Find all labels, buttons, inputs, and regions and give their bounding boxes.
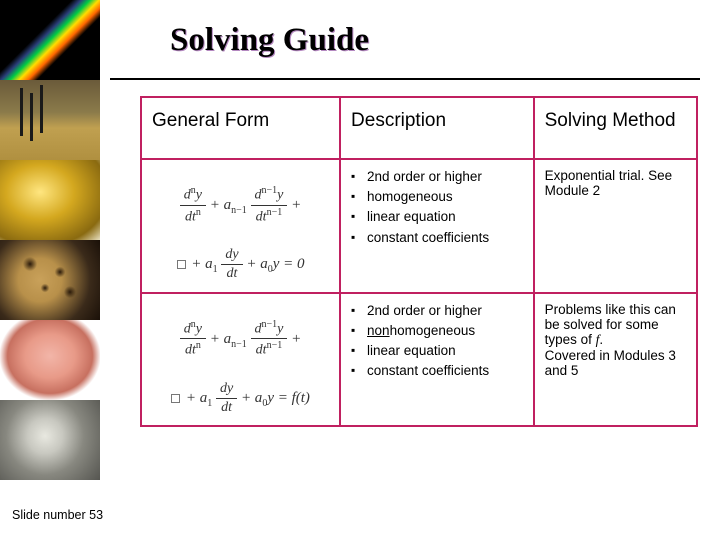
- table-header-row: General Form Description Solving Method: [141, 97, 697, 159]
- thermo-diagram-image: [0, 0, 100, 80]
- desc-item: constant coefficients: [351, 362, 523, 380]
- formula-2: dnydtn + an−1 dn−1ydtn−1 + + a1 dydt + a…: [152, 302, 329, 418]
- organ-image: [0, 320, 100, 400]
- table-row: dnydtn + an−1 dn−1ydtn−1 + + a1 dydt + a…: [141, 159, 697, 293]
- method-cell-1: Exponential trial. See Module 2: [534, 159, 697, 293]
- sidebar-image-strip: [0, 0, 100, 480]
- slide-title: Solving Guide: [170, 22, 369, 59]
- solving-guide-table: General Form Description Solving Method …: [140, 96, 698, 427]
- table-row: dnydtn + an−1 dn−1ydtn−1 + + a1 dydt + a…: [141, 293, 697, 427]
- description-cell-2: 2nd order or higher nonhomogeneous linea…: [340, 293, 534, 427]
- col-header-description: Description: [340, 97, 534, 159]
- formula-1: dnydtn + an−1 dn−1ydtn−1 + + a1 dydt + a…: [152, 168, 329, 284]
- oil-pump-image: [0, 80, 100, 160]
- desc-item: 2nd order or higher: [351, 302, 523, 320]
- formula-cell-2: dnydtn + an−1 dn−1ydtn−1 + + a1 dydt + a…: [141, 293, 340, 427]
- satellite-image: [0, 400, 100, 480]
- title-underline: [110, 78, 700, 80]
- desc-item: nonhomogeneous: [351, 322, 523, 340]
- col-header-general-form: General Form: [141, 97, 340, 159]
- desc-item: linear equation: [351, 342, 523, 360]
- desc-item: homogeneous: [351, 188, 523, 206]
- slide-number-footer: Slide number 53: [12, 508, 103, 522]
- desc-item: linear equation: [351, 208, 523, 226]
- gold-bars-image: [0, 160, 100, 240]
- description-cell-1: 2nd order or higher homogeneous linear e…: [340, 159, 534, 293]
- desc-item: 2nd order or higher: [351, 168, 523, 186]
- desc-item: constant coefficients: [351, 229, 523, 247]
- col-header-solving-method: Solving Method: [534, 97, 697, 159]
- leopard-image: [0, 240, 100, 320]
- formula-cell-1: dnydtn + an−1 dn−1ydtn−1 + + a1 dydt + a…: [141, 159, 340, 293]
- method-cell-2: Problems like this can be solved for som…: [534, 293, 697, 427]
